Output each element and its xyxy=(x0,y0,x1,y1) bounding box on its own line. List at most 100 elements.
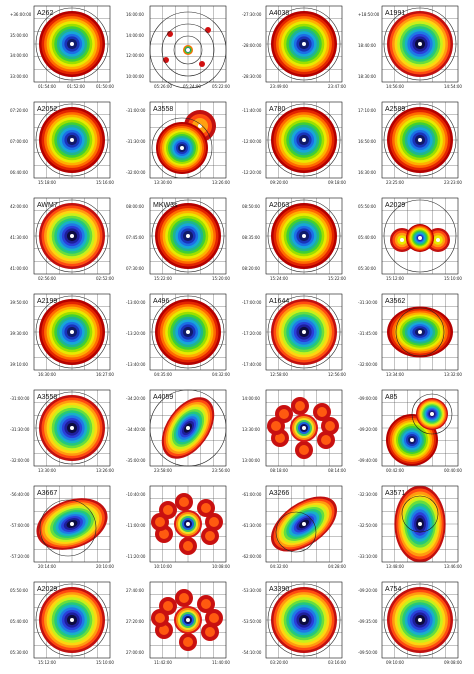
dec-tick-label: 27:00:00 xyxy=(126,650,144,655)
ra-tick-label: 05:24:00 xyxy=(183,84,201,89)
annulus-circle xyxy=(39,499,97,557)
center-marker xyxy=(186,426,190,430)
panel-frame xyxy=(381,5,459,83)
cluster-label: A3558 xyxy=(37,394,58,401)
ra-tick-label: 15:20:00 xyxy=(212,276,230,281)
dec-tick-label: 07:00:00 xyxy=(10,139,28,144)
cluster-panel: A4038 -27:30:00 -28:00:00 -28:30:00 23:49:00… xyxy=(240,0,358,96)
panel-frame xyxy=(381,389,459,467)
annulus-circle xyxy=(395,307,445,357)
panel-image xyxy=(381,5,459,83)
dec-tick-label: -09:35:00 xyxy=(358,619,378,624)
dec-tick-label: -32:50:00 xyxy=(358,523,378,528)
ra-tick-label: 11:40:00 xyxy=(212,660,230,665)
panel-image xyxy=(381,101,459,179)
ra-tick-label: 04:28:00 xyxy=(328,564,346,569)
panel-image xyxy=(149,293,227,371)
ra-tick-label: 15:10:00 xyxy=(444,276,462,281)
panel-frame xyxy=(265,101,343,179)
ra-tick-label: 23:47:00 xyxy=(328,84,346,89)
dec-tick-label: 08:00:00 xyxy=(126,204,144,209)
annulus-circle xyxy=(151,295,225,369)
dec-tick-label: 05:30:00 xyxy=(358,266,376,271)
annulus-circle xyxy=(35,7,109,81)
cluster-label: A1991 xyxy=(385,10,406,17)
cluster-panel: A85 -09:00:00 -09:20:00 -09:40:00 00:42:00 00… xyxy=(356,384,474,480)
cluster-panel: A3562 -31:30:00 -31:45:00 -32:00:00 13:34:00… xyxy=(356,288,474,384)
center-marker xyxy=(302,330,306,334)
cluster-label: A2063 xyxy=(269,202,290,209)
dec-tick-label: 08:35:00 xyxy=(242,235,260,240)
dec-tick-label: -31:00:00 xyxy=(10,396,30,401)
ra-tick-label: 23:56:00 xyxy=(212,468,230,473)
dec-tick-label: 05:40:00 xyxy=(358,235,376,240)
dec-tick-label: 16:30:00 xyxy=(358,170,376,175)
center-marker xyxy=(418,42,422,46)
panel-image xyxy=(149,389,227,467)
point-source xyxy=(205,27,211,33)
cluster-panel: A4059 -34:20:00 -34:40:00 -35:00:00 23:58:00… xyxy=(124,384,242,480)
ra-tick-label: 02:52:00 xyxy=(96,276,114,281)
dec-tick-label: -27:30:00 xyxy=(242,12,262,17)
cluster-panel: A3571 -32:30:00 -32:50:00 -33:10:00 13:48:00… xyxy=(356,480,474,576)
dec-tick-label: 14:00:00 xyxy=(126,32,144,38)
ra-tick-label: 09:10:00 xyxy=(386,660,404,665)
dec-tick-label: 16:00:00 xyxy=(126,12,144,17)
dec-tick-label: 07:20:00 xyxy=(10,108,28,113)
panel-image xyxy=(149,485,227,563)
cluster-panel: A1644 -17:00:00 -17:20:00 -17:40:00 12:58:00… xyxy=(240,288,358,384)
cluster-panel: MKW3s 08:00:00 07:45:00 07:30:00 15:22:00 15:… xyxy=(124,192,242,288)
cluster-label: A496 xyxy=(153,298,170,305)
emission-clump xyxy=(163,601,173,611)
dec-tick-label: -34:20:00 xyxy=(126,396,146,401)
cluster-panel: A2029 05:50:00 05:40:00 05:30:00 15:12:00 15:… xyxy=(8,576,126,672)
ra-tick-label: 04:35:00 xyxy=(154,372,172,377)
annulus-circle xyxy=(411,393,453,435)
dec-tick-label: -11:00:00 xyxy=(126,523,146,528)
cluster-panel: A2029 05:50:00 05:40:00 05:30:00 15:12:00 15:… xyxy=(356,192,474,288)
ra-tick-label: 23:58:00 xyxy=(154,468,172,473)
panel-image xyxy=(381,197,459,275)
dec-tick-label: -28:30:00 xyxy=(242,74,262,79)
panel-image xyxy=(381,293,459,371)
dec-tick-label: -53:30:00 xyxy=(242,588,262,593)
ra-tick-label: 23:25:00 xyxy=(386,180,404,185)
cluster-label: A2029 xyxy=(385,202,406,209)
emission-clump xyxy=(209,517,219,527)
dec-tick-label: -35:00:00 xyxy=(126,458,146,463)
emission-clump xyxy=(163,505,173,515)
panel-image xyxy=(265,101,343,179)
cluster-label: A262 xyxy=(37,10,54,17)
dec-tick-label: +36:00:00 xyxy=(10,12,32,17)
dec-tick-label: -09:20:00 xyxy=(358,588,378,593)
dec-tick-label: -61:30:00 xyxy=(242,523,262,528)
panel-frame xyxy=(149,485,227,563)
dec-tick-label: -17:20:00 xyxy=(242,331,262,336)
center-marker xyxy=(70,138,74,142)
dec-tick-label: -31:30:00 xyxy=(358,300,378,305)
cluster-label: A2199 xyxy=(37,298,58,305)
cluster-label: A2589 xyxy=(385,106,406,113)
center-marker xyxy=(186,330,190,334)
ra-tick-label: 15:22:00 xyxy=(154,276,172,281)
dec-tick-label: 08:20:00 xyxy=(242,266,260,271)
cluster-label: A780 xyxy=(269,106,286,113)
panel-image xyxy=(265,389,343,467)
panel-frame xyxy=(149,5,227,83)
cluster-label: A2029 xyxy=(37,586,58,593)
ra-tick-label: 02:56:00 xyxy=(38,276,56,281)
dec-tick-label: -09:00:00 xyxy=(358,396,378,401)
panel-frame xyxy=(33,101,111,179)
dec-tick-label: 05:50:00 xyxy=(10,588,28,593)
ra-tick-label: 13:46:00 xyxy=(444,564,462,569)
cluster-panel: A780 -11:40:00 -12:00:00 -12:20:00 09:20:00 0… xyxy=(240,96,358,192)
emission-clump xyxy=(201,599,211,609)
coordinate-grid xyxy=(149,5,227,83)
panel-frame xyxy=(381,293,459,371)
annulus-circle xyxy=(383,103,457,177)
panel-image xyxy=(149,581,227,659)
annulus-circle xyxy=(383,199,457,273)
annulus-circle xyxy=(267,295,341,369)
dec-tick-label: -31:45:00 xyxy=(358,331,378,336)
emission-clump xyxy=(183,541,193,551)
